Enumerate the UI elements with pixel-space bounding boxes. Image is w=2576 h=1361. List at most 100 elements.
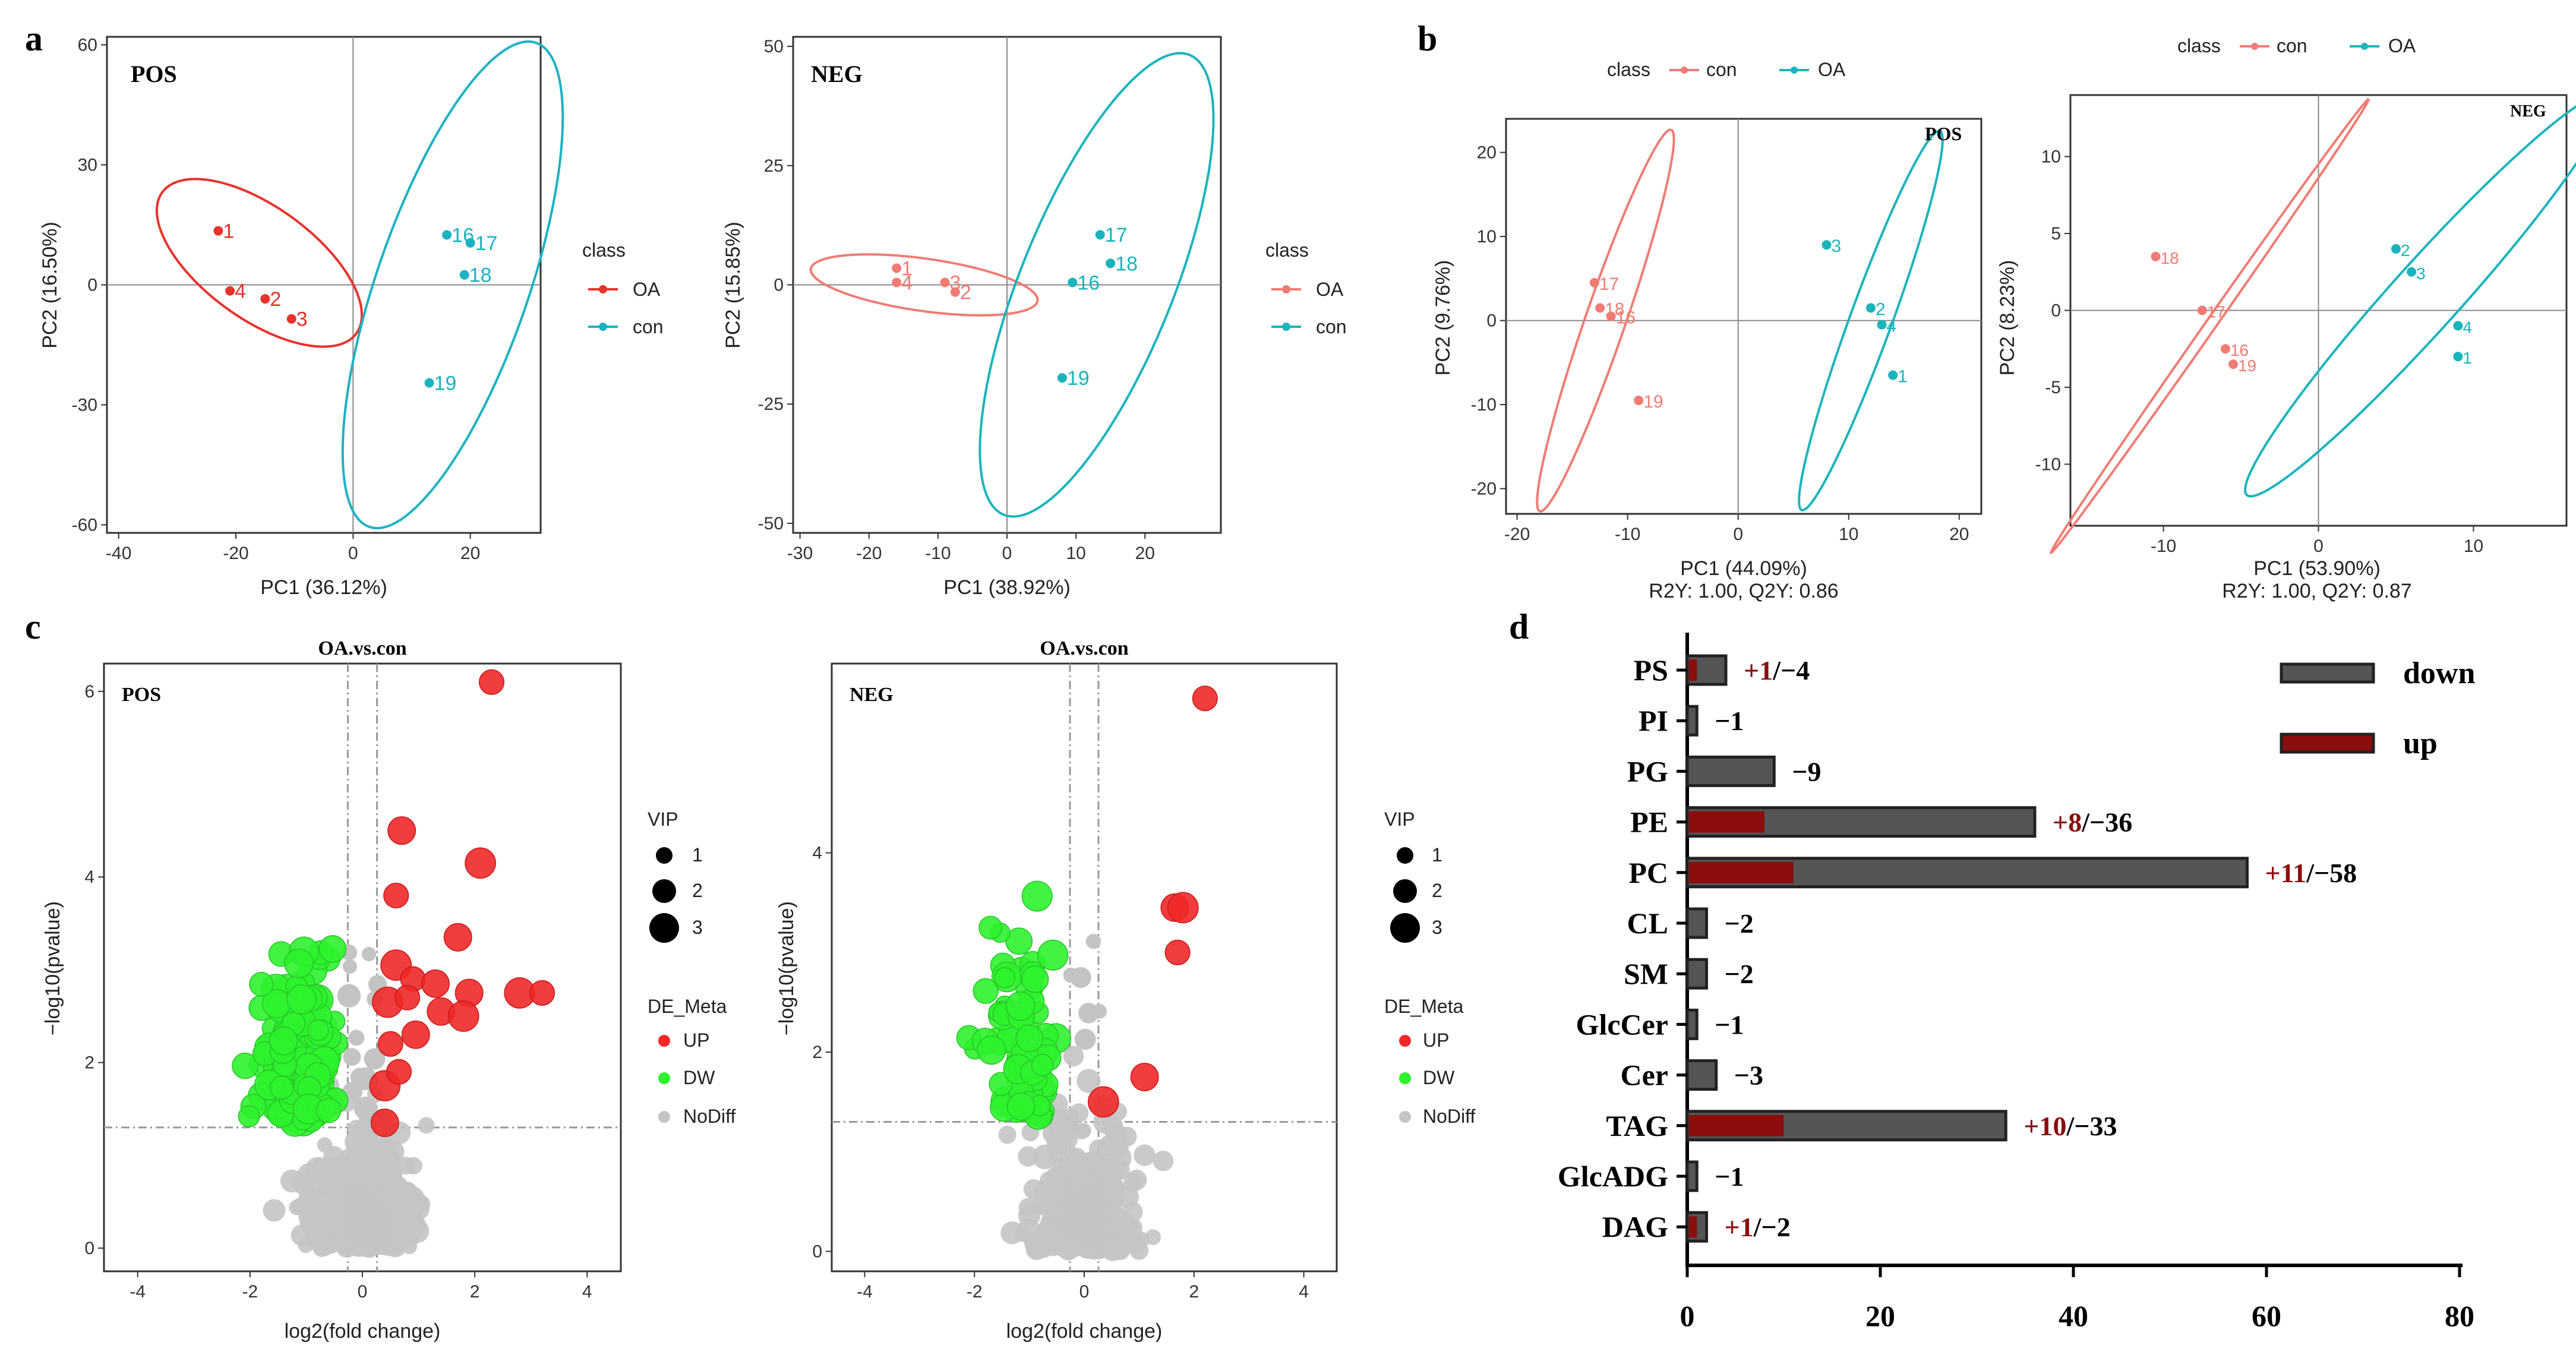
confidence-ellipse-oa: [809, 253, 1039, 317]
sample-label: 17: [1599, 274, 1619, 294]
nodiff-point: [1018, 1146, 1038, 1167]
x-tick-label: 0: [1733, 525, 1743, 544]
up-point: [1087, 1086, 1119, 1118]
bar-up-ps: [1689, 659, 1697, 681]
category-label: SM: [1624, 957, 1668, 990]
nodiff-point: [1015, 1226, 1031, 1242]
bar-up-tag: [1689, 1114, 1784, 1136]
bar-annotation: −1: [1715, 706, 1744, 736]
x-axis-title: PC1 (44.09%): [1680, 557, 1807, 580]
nodiff-point: [1117, 1126, 1137, 1147]
legend-item-con: con: [1706, 59, 1737, 80]
y-tick-label: 20: [1477, 143, 1497, 163]
x-tick-label: -40: [106, 544, 131, 563]
legend-item-oa: OA: [1316, 279, 1344, 300]
up-point: [386, 1059, 412, 1085]
legend-key-oa: [599, 285, 607, 293]
down-point: [315, 1097, 342, 1123]
x-tick-label: 0: [1079, 1282, 1090, 1302]
nodiff-point: [1088, 1236, 1108, 1255]
bar-annotation: −3: [1734, 1060, 1763, 1091]
bar-down-cl: [1685, 907, 1708, 939]
x-axis-subtitle: R2Y: 1.00, Q2Y: 0.87: [2222, 580, 2411, 602]
y-tick-label: 6: [84, 682, 94, 702]
sample-point: [1877, 320, 1887, 330]
sample-point: [892, 263, 902, 273]
y-tick-label: 25: [764, 156, 784, 176]
plot-subtitle: POS: [122, 684, 161, 706]
x-tick-label: -10: [925, 544, 951, 563]
up-point: [370, 1109, 399, 1138]
volcano-legend-neg: VIP 1 2 3 DE_Meta UP DW NoDiff: [1384, 809, 1475, 1127]
up-point: [377, 1031, 403, 1057]
nodiff-point: [298, 1206, 319, 1227]
nodiff-point: [1047, 1226, 1065, 1244]
bar-down-cer: [1685, 1059, 1718, 1091]
de-key-dw: [1399, 1072, 1411, 1084]
sample-label: 3: [2416, 264, 2426, 283]
sample-label: 19: [434, 372, 457, 394]
nodiff-point: [394, 1181, 418, 1205]
sample-point: [1068, 277, 1078, 288]
x-tick-label: 0: [2313, 536, 2324, 556]
x-tick-label: 20: [1865, 1299, 1895, 1332]
sample-point: [1821, 240, 1832, 250]
nodiff-point: [350, 1068, 370, 1087]
up-point: [394, 984, 421, 1011]
plot-subtitle: POS: [131, 61, 177, 87]
nodiff-point: [1075, 1122, 1091, 1139]
legend-title: class: [2177, 35, 2221, 56]
category-label: PC: [1628, 856, 1668, 889]
x-tick-label: -20: [1504, 525, 1530, 544]
nodiff-point: [1145, 1229, 1161, 1246]
nodiff-point: [1063, 1046, 1084, 1067]
nodiff-point: [263, 1199, 286, 1222]
y-tick-label: 0: [774, 276, 784, 295]
vip-item: 1: [692, 844, 703, 866]
x-tick-label: -20: [223, 544, 248, 563]
sample-label: 4: [1887, 317, 1897, 336]
sample-label: 2: [2401, 241, 2410, 260]
down-point: [269, 1075, 294, 1100]
sample-point: [459, 270, 469, 280]
down-point: [1021, 880, 1053, 912]
legend-item-oa: OA: [1818, 59, 1846, 80]
y-tick-label: 0: [2051, 301, 2061, 321]
x-axis-title: PC1 (36.12%): [260, 576, 387, 599]
sample-point: [1888, 370, 1898, 380]
y-tick-label: 4: [84, 867, 94, 887]
sample-label: 4: [901, 271, 913, 294]
nodiff-point: [396, 1157, 415, 1175]
y-axis-title: −log10(pvalue): [42, 901, 64, 1035]
nodiff-point: [1018, 1198, 1037, 1217]
nodiff-point: [314, 1222, 332, 1240]
legend-key-oa: [1282, 285, 1290, 293]
category-label: TAG: [1606, 1109, 1668, 1142]
category-label: GlcADG: [1558, 1160, 1668, 1193]
sample-label: 18: [2161, 249, 2179, 267]
sample-point: [2391, 244, 2401, 254]
legend-title: class: [1607, 59, 1650, 80]
sample-label: 19: [1643, 392, 1663, 412]
y-axis-title: PC2 (8.23%): [1996, 260, 2019, 376]
y-tick-label: 0: [1486, 311, 1497, 331]
confidence-ellipse-oa: [2244, 105, 2576, 498]
nodiff-point: [1074, 1192, 1090, 1208]
down-point: [284, 948, 314, 978]
sample-label: 4: [2463, 318, 2472, 336]
up-point: [401, 1020, 430, 1049]
bar-down-pi: [1685, 705, 1699, 737]
y-axis-title: PC2 (9.76%): [1432, 260, 1454, 376]
vip-key-3: [649, 913, 679, 943]
nodiff-point: [1074, 1178, 1090, 1194]
nodiff-point: [1122, 1201, 1143, 1223]
bar-legend: down up: [2280, 656, 2475, 760]
panel-label-d: d: [1509, 607, 1529, 646]
sample-point: [213, 226, 223, 236]
bar-annotation: −2: [1725, 959, 1754, 989]
vip-key-3: [1390, 913, 1420, 943]
de-key-dw: [658, 1072, 670, 1084]
bar-up-pe: [1689, 811, 1764, 833]
sample-label: 3: [296, 308, 308, 331]
sample-point: [2453, 352, 2463, 362]
